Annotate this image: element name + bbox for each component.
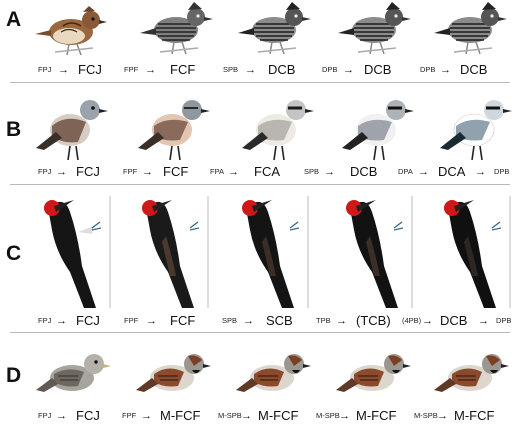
molt-sequence: FPJ → FCJ FPF → M-FCF M-SPB → M-FCF M-SP… (0, 408, 520, 424)
stage-label: M-FCF (454, 408, 495, 423)
wheatear-illustration (242, 100, 314, 161)
panel-letter: B (6, 118, 22, 141)
wheatear-juvenile-illustration (36, 100, 108, 161)
stage-label: FPJ (38, 316, 52, 325)
arrow-icon: → (245, 64, 256, 76)
stage-label: FPF (124, 316, 139, 325)
stage-label: FPJ (38, 411, 52, 420)
divider (10, 184, 510, 185)
arrow-icon: → (146, 315, 157, 327)
arrow-icon: → (440, 64, 451, 76)
sparrow-male-illustration (434, 354, 509, 392)
stage-label: DCA (438, 164, 466, 179)
woodpecker-juvenile-illustration (44, 196, 111, 308)
arrow-icon: → (339, 410, 350, 422)
woodpecker-illustration (242, 196, 309, 308)
arrow-icon: → (241, 410, 252, 422)
stage-label: FPA (210, 167, 225, 176)
stage-label: DCB (364, 62, 392, 77)
stage-label: SCB (266, 313, 293, 328)
molt-sequence: FPJ → FCJ FPF → FCF SPB → DCB DPB → DCB … (0, 62, 520, 78)
stage-label: (4PB) (402, 316, 422, 325)
stage-label: M-FCF (258, 408, 299, 423)
stage-label: M-FCF (356, 408, 397, 423)
arrow-icon: → (324, 166, 335, 178)
stage-label: SPB (222, 316, 238, 325)
stage-label: DCB (460, 62, 488, 77)
stage-label: FCA (254, 164, 280, 179)
stage-label: FPF (122, 411, 137, 420)
arrow-icon: → (142, 166, 153, 178)
stage-label: DPA (398, 167, 413, 176)
stage-label: M-SPB (316, 411, 340, 420)
panel-b: B (0, 86, 520, 186)
arrow-icon: → (145, 64, 156, 76)
antshrike-barred-illustration (140, 2, 213, 55)
antshrike-barred-illustration (238, 2, 311, 55)
arrow-icon: → (58, 64, 69, 76)
stage-label: FCF (170, 62, 196, 77)
stage-label: FPJ (38, 65, 52, 74)
arrow-icon: → (422, 315, 433, 327)
wheatear-illustration (342, 100, 414, 161)
stage-label: FCF (170, 313, 196, 328)
stage-label: SPB (223, 65, 239, 74)
divider (10, 82, 510, 83)
stage-label: DPB (496, 316, 512, 325)
panel-c: C FPJ → (0, 186, 520, 334)
arrow-icon: → (336, 315, 347, 327)
stage-label: DCB (440, 313, 468, 328)
stage-label: FCJ (76, 164, 100, 179)
antshrike-barred-illustration (338, 2, 411, 55)
stage-label: M-FCF (160, 408, 201, 423)
wheatear-adult-illustration (440, 100, 512, 161)
panel-d: D (0, 334, 520, 429)
stage-label: TPB (316, 316, 331, 325)
arrow-icon: → (437, 410, 448, 422)
woodpecker-illustration (346, 196, 413, 308)
arrow-icon: → (343, 64, 354, 76)
stage-label: FCF (163, 164, 189, 179)
arrow-icon: → (228, 166, 239, 178)
sparrow-male-illustration (336, 354, 411, 392)
arrow-icon: → (56, 410, 67, 422)
panel-letter: D (6, 364, 22, 387)
stage-label: FCJ (76, 408, 100, 423)
arrow-icon: → (141, 410, 152, 422)
panel-a: A (0, 0, 520, 86)
stage-label: DCB (268, 62, 296, 77)
stage-label: SPB (304, 167, 320, 176)
stage-label: DPB (494, 167, 510, 176)
divider (10, 332, 510, 333)
woodpecker-adult-illustration (444, 196, 511, 308)
stage-label: FPF (123, 167, 138, 176)
stage-label: FCJ (78, 62, 102, 77)
stage-label: DCB (350, 164, 378, 179)
stage-label: FPF (124, 65, 139, 74)
arrow-icon: → (418, 166, 429, 178)
stage-label: DPB (420, 65, 436, 74)
panel-letter: C (6, 242, 22, 265)
stage-label: (TCB) (356, 313, 391, 328)
stage-label: FPJ (38, 167, 52, 176)
stage-label: M-SPB (414, 411, 438, 420)
stage-label: FCJ (76, 313, 100, 328)
wheatear-illustration (138, 100, 210, 161)
sparrow-male-illustration (136, 354, 211, 392)
antshrike-barred-illustration (434, 2, 507, 55)
molt-sequence: FPJ → FCJ FPF → FCF SPB → SCB TPB → (TCB… (0, 313, 520, 329)
panel-letter: A (6, 8, 22, 31)
arrow-icon: → (56, 166, 67, 178)
arrow-icon: → (56, 315, 67, 327)
sparrow-juvenile-illustration (36, 354, 111, 392)
stage-label: DPB (322, 65, 338, 74)
arrow-icon: → (243, 315, 254, 327)
antshrike-juvenile-illustration (35, 6, 107, 56)
arrow-icon: → (478, 315, 489, 327)
woodpecker-illustration (142, 196, 209, 308)
sparrow-male-illustration (236, 354, 311, 392)
stage-label: M-SPB (218, 411, 242, 420)
arrow-icon: → (475, 166, 486, 178)
molt-sequence: FPJ → FCJ FPF → FCF FPA → FCA SPB → DCB … (0, 164, 520, 180)
